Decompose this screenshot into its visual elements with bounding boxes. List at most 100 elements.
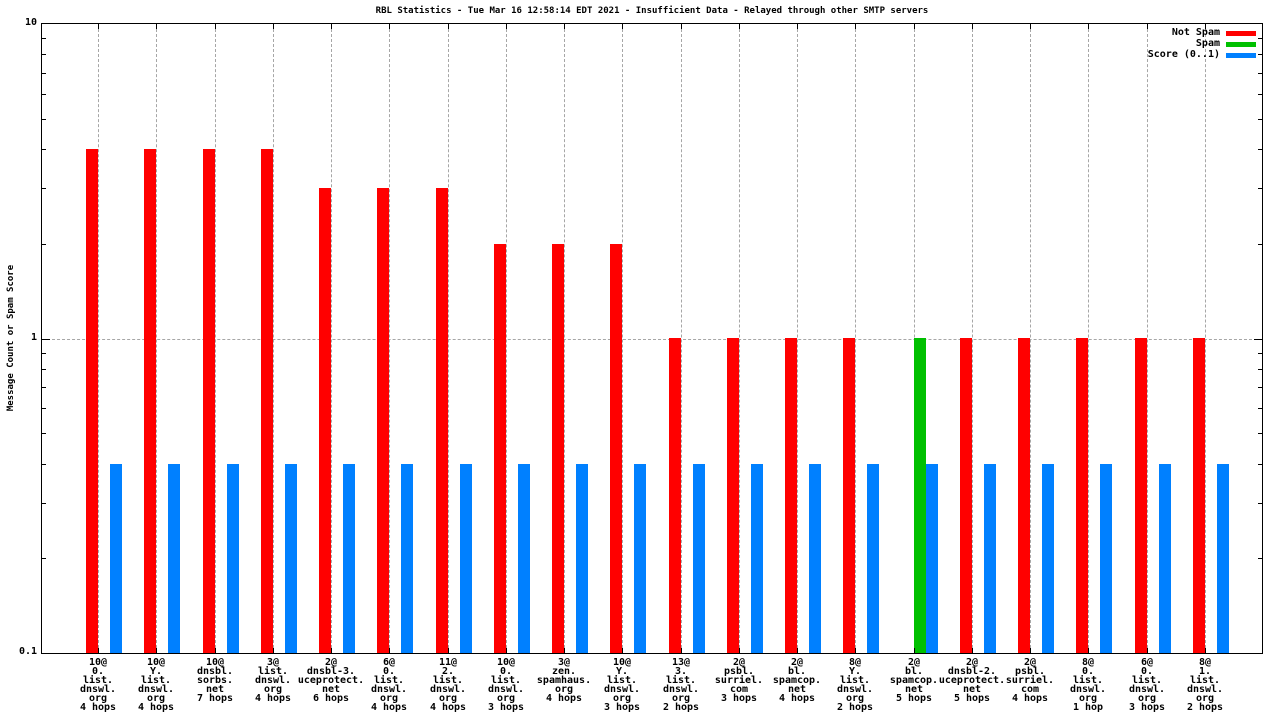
legend-swatch-not-spam-icon: [1226, 30, 1256, 36]
category-label-line: 4 hops: [254, 693, 292, 704]
tick-mark: [273, 648, 274, 653]
tick-mark: [98, 648, 99, 653]
tick-mark: [156, 24, 157, 29]
category-label-line: dnswl.: [429, 684, 467, 695]
category-label-line: surriel.: [1005, 675, 1055, 686]
tick-mark: [42, 188, 46, 189]
tick-mark: [1258, 188, 1262, 189]
tick-mark: [1030, 24, 1031, 29]
category-label-line: 2.: [441, 666, 455, 677]
bar-not-spam-12: [785, 338, 797, 653]
tick-mark: [156, 648, 157, 653]
category-label-line: 11@: [438, 657, 458, 668]
tick-mark: [215, 648, 216, 653]
tick-mark: [389, 648, 390, 653]
category-label-line: org: [263, 684, 283, 695]
category-label-line: org: [671, 693, 691, 704]
tick-mark: [1258, 38, 1262, 39]
category-label-line: 10@: [146, 657, 166, 668]
category-label-line: list.: [665, 675, 697, 686]
tick-mark: [855, 24, 856, 29]
tick-mark: [448, 648, 449, 653]
category-label-0: 10@ 0. list. dnswl. org 4 hops: [48, 658, 148, 713]
bar-not-spam-5: [377, 188, 389, 653]
category-label-line: 3@: [557, 657, 571, 668]
tick-mark: [42, 38, 46, 39]
bar-not-spam-8: [552, 244, 564, 653]
category-label-line: dnswl.: [1069, 684, 1107, 695]
tick-mark: [42, 503, 46, 504]
tick-mark: [914, 648, 915, 653]
bar-not-spam-7: [494, 244, 506, 653]
category-label-line: 4 hops: [545, 693, 583, 704]
bar-not-spam-1: [144, 149, 156, 653]
tick-mark: [855, 648, 856, 653]
vertical-gridline: [1030, 24, 1031, 653]
bar-score-4: [343, 464, 355, 653]
category-label-18: 6@ 0. list. dnswl. org 3 hops: [1097, 658, 1197, 713]
category-label-5: 6@ 0. list. dnswl. org 4 hops: [339, 657, 439, 713]
bar-score-12: [809, 464, 821, 653]
bar-not-spam-17: [1076, 338, 1088, 653]
category-label-line: 3@: [266, 657, 280, 668]
tick-mark: [42, 339, 50, 340]
bar-score-8: [576, 464, 588, 653]
category-label-line: 8@: [1081, 657, 1095, 668]
category-label-line: dnswl.: [1186, 684, 1224, 695]
category-label-2: 10@ dnsbl. sorbs. net 7 hops: [165, 657, 265, 704]
category-label-line: spamcop.: [889, 675, 939, 686]
bar-spam-14: [914, 338, 926, 653]
tick-mark: [215, 24, 216, 29]
category-label-line: org: [438, 693, 458, 704]
bar-not-spam-0: [86, 149, 98, 653]
category-label-line: 10@: [496, 657, 516, 668]
tick-mark: [42, 408, 46, 409]
category-label-line: uceprotect.: [297, 675, 365, 686]
tick-mark: [972, 24, 973, 29]
category-label-line: org: [845, 693, 865, 704]
category-label-line: 6 hops: [312, 693, 350, 704]
tick-mark: [1205, 24, 1206, 29]
vertical-gridline: [448, 24, 449, 653]
category-label-line: 2@: [732, 657, 746, 668]
tick-mark: [1147, 648, 1148, 653]
bar-not-spam-9: [610, 244, 622, 653]
tick-mark: [681, 648, 682, 653]
tick-mark: [42, 73, 46, 74]
vertical-gridline: [739, 24, 740, 653]
category-label-4: 2@ dnsbl-3. uceprotect. net 6 hops: [281, 658, 381, 704]
vertical-gridline: [564, 24, 565, 653]
category-label-line: Y.: [848, 666, 862, 677]
legend-label-score: Score (0..1): [1147, 49, 1220, 60]
tick-mark: [1147, 24, 1148, 29]
tick-mark: [42, 353, 46, 354]
category-label-line: 6@: [382, 657, 396, 668]
tick-mark: [448, 24, 449, 29]
tick-mark: [331, 24, 332, 29]
tick-mark: [1258, 353, 1262, 354]
category-label-line: dnswl.: [603, 684, 641, 695]
category-label-line: 0.: [1140, 666, 1154, 677]
tick-mark: [273, 24, 274, 29]
tick-mark: [622, 24, 623, 29]
y-tick-label: 10: [24, 17, 37, 28]
category-label-line: org: [496, 693, 516, 704]
category-label-line: 8@: [848, 657, 862, 668]
vertical-gridline: [855, 24, 856, 653]
category-label-line: psbl.: [723, 666, 755, 677]
tick-mark: [42, 54, 46, 55]
vertical-gridline: [273, 24, 274, 653]
bar-not-spam-11: [727, 338, 739, 653]
category-label-line: 3 hops: [487, 702, 525, 713]
bar-not-spam-18: [1135, 338, 1147, 653]
category-label-line: dnswl.: [662, 684, 700, 695]
category-label-line: 0.: [499, 666, 513, 677]
plot-area: Not Spam Spam Score (0..1): [41, 23, 1263, 654]
category-label-line: dnswl.: [254, 675, 292, 686]
category-label-line: 4 hops: [79, 702, 117, 713]
bar-score-6: [460, 464, 472, 653]
category-label-line: dnswl.: [836, 684, 874, 695]
category-label-12: 2@ bl. spamcop. net 4 hops: [747, 658, 847, 704]
category-label-line: 10@: [205, 657, 225, 668]
bar-not-spam-6: [436, 188, 448, 653]
